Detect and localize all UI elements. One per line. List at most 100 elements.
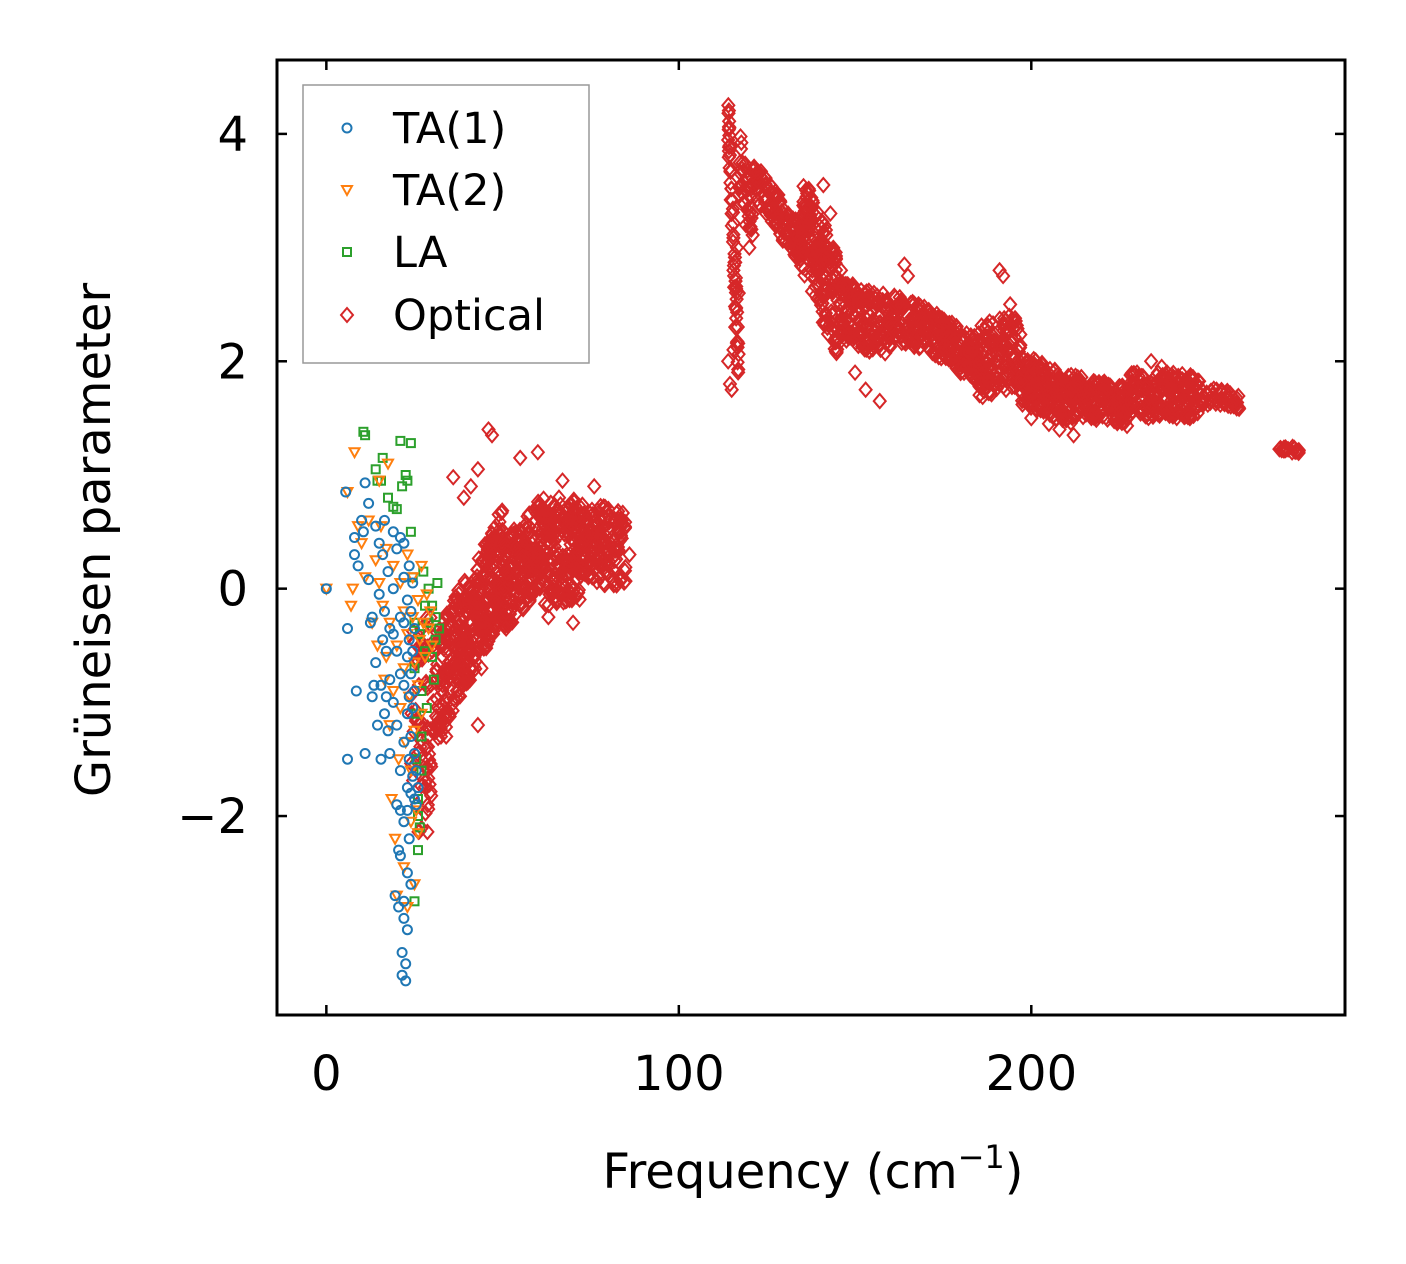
data-point — [387, 696, 399, 708]
data-point — [384, 793, 399, 807]
data-point — [375, 679, 387, 691]
data-point — [1066, 426, 1081, 444]
data-point — [815, 313, 831, 331]
data-point — [831, 294, 847, 313]
data-point — [938, 314, 954, 332]
data-point — [503, 602, 518, 620]
data-point — [386, 685, 401, 699]
data-point — [1115, 386, 1131, 404]
legend-label: TA(1) — [392, 104, 506, 154]
data-point — [383, 617, 397, 630]
data-point — [405, 731, 417, 742]
data-point — [825, 243, 841, 261]
data-point — [410, 799, 422, 811]
data-point — [808, 248, 823, 266]
data-point — [980, 350, 996, 369]
legend-marker — [340, 185, 354, 198]
data-point — [722, 119, 737, 137]
data-point — [368, 679, 380, 691]
data-point — [470, 460, 486, 478]
data-point — [1032, 383, 1048, 401]
data-point — [433, 727, 449, 746]
data-point — [430, 612, 441, 623]
data-point — [590, 522, 606, 540]
plot-marks — [319, 96, 1307, 987]
legend-marker — [339, 306, 355, 324]
data-point — [407, 702, 419, 714]
data-point — [723, 174, 738, 192]
data-point — [403, 634, 415, 646]
data-point — [808, 286, 823, 304]
data-point — [847, 364, 863, 382]
data-point — [1291, 444, 1306, 462]
data-point — [428, 674, 439, 685]
data-point — [563, 557, 578, 575]
data-point — [427, 600, 438, 611]
data-point — [412, 782, 424, 794]
data-point — [398, 895, 410, 907]
data-point — [1088, 404, 1104, 422]
data-point — [971, 349, 986, 368]
data-point — [400, 470, 411, 480]
data-point — [377, 549, 389, 561]
data-point — [995, 267, 1011, 285]
data-point — [384, 748, 396, 759]
data-point — [391, 504, 402, 515]
data-point — [1088, 375, 1104, 393]
x-axis-label-superscript: −1 — [958, 1138, 1005, 1176]
data-point — [977, 327, 993, 345]
data-point — [347, 447, 362, 460]
data-point — [466, 647, 481, 665]
data-point — [401, 594, 413, 606]
data-point — [441, 620, 456, 638]
data-point — [358, 572, 372, 585]
data-point — [413, 634, 427, 647]
data-point — [861, 290, 877, 308]
data-point — [795, 258, 810, 276]
data-point — [926, 330, 941, 348]
data-point — [992, 310, 1008, 328]
data-point — [1231, 400, 1247, 418]
data-point — [590, 516, 605, 534]
data-point — [866, 332, 882, 350]
data-point — [515, 600, 531, 618]
data-point — [572, 563, 588, 581]
data-point — [910, 312, 926, 330]
data-point — [842, 287, 858, 305]
data-point — [584, 544, 600, 562]
data-point — [847, 322, 862, 340]
data-point — [366, 691, 378, 703]
data-point — [524, 555, 540, 573]
data-point — [727, 253, 743, 271]
data-point — [389, 890, 401, 902]
data-point — [724, 381, 740, 399]
data-point — [421, 703, 432, 713]
data-point — [586, 477, 602, 495]
data-point — [398, 571, 410, 583]
data-point — [423, 755, 438, 773]
data-point — [851, 290, 866, 308]
data-point — [447, 672, 462, 690]
data-point — [872, 392, 888, 410]
data-point — [414, 650, 430, 668]
data-point — [1171, 368, 1186, 386]
data-point — [617, 517, 633, 535]
data-point — [622, 546, 637, 564]
data-point — [906, 310, 921, 328]
data-point — [386, 560, 401, 573]
data-point — [401, 924, 413, 936]
data-point — [1156, 368, 1171, 386]
data-point — [370, 640, 385, 653]
data-point — [999, 357, 1015, 375]
data-point — [481, 420, 496, 439]
data-point — [778, 232, 794, 250]
data-point — [1172, 403, 1187, 421]
data-point — [728, 309, 744, 327]
data-point — [363, 497, 375, 509]
data-point — [562, 564, 578, 582]
data-point — [383, 492, 393, 503]
data-point — [420, 796, 436, 814]
data-point — [512, 523, 528, 541]
legend-label: TA(2) — [392, 166, 506, 216]
data-point — [398, 816, 410, 828]
